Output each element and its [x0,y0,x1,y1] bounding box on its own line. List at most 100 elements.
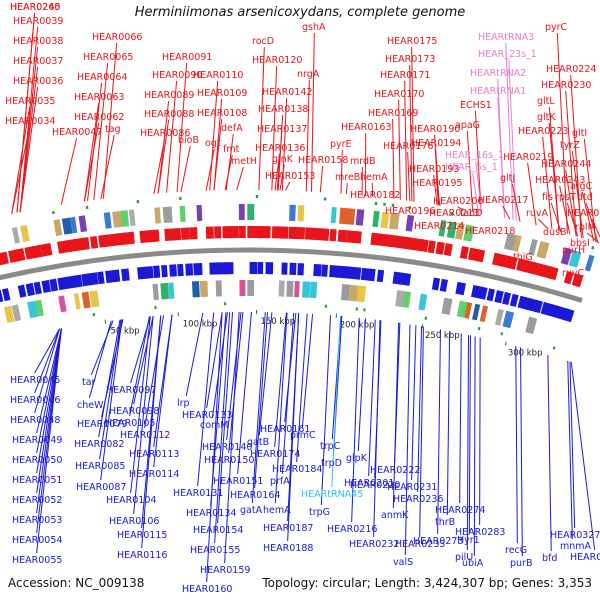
leader-line [276,134,283,191]
leader-line [258,46,265,191]
leader-line [285,181,291,191]
gene-label: HEAR0154 [193,525,243,536]
leader-line [34,328,61,414]
forward-gene-arrow [386,234,398,248]
cog-block [27,300,39,319]
leader-line [274,153,281,191]
cog-block [560,247,573,265]
reverse-gene-arrow [486,288,496,302]
leader-line [36,328,62,434]
gene-label: HEAR0090 [152,70,202,81]
gene-label: HEAR0105 [105,418,155,429]
leader-line [319,165,324,193]
leader-line [217,312,234,524]
cog-block [479,305,488,323]
gene-label: HEAR0201 [344,478,394,489]
rna-marker [85,205,89,210]
forward-gene-arrow [337,229,347,243]
leader-line [565,90,577,237]
gene-label: HEAR0137 [257,124,307,135]
cog-block [330,206,337,224]
reverse-gene-arrow [217,262,228,275]
leader-line [87,82,103,201]
gene-label: HEAR0193 [409,164,459,175]
reverse-gene-arrow [97,271,105,285]
cog-block [154,207,162,224]
leader-line [36,328,62,554]
rna-marker [477,326,481,331]
leader-line [176,62,188,193]
forward-gene-arrow [205,226,214,239]
gene-label: HEAR0140 [202,442,252,453]
leader-line [505,42,514,220]
rna-marker [154,305,157,310]
gene-label: HEAR0046 [10,395,60,406]
scale-tick-mark [504,341,507,346]
gene-label: purB [510,558,532,569]
leader-line [419,326,424,538]
reverse-gene-arrow [368,268,376,282]
reverse-gene-arrow [121,268,130,282]
rna-marker [224,302,227,306]
gene-label: HEAR0116 [117,550,167,561]
forward-gene-arrow [247,226,257,239]
gene-label: argC [570,181,593,192]
reverse-gene-arrow [360,267,371,281]
forward-gene-arrow [180,227,190,240]
gene-label: gatB [247,437,269,448]
gene-label: mreB [335,172,360,183]
reverse-gene-arrow [439,278,448,292]
gene-label: gatA [240,505,263,516]
leader-line [479,337,481,526]
cog-block [340,284,351,301]
genome-title: Herminiimonas arsenicoxydans, complete g… [134,5,466,20]
cog-block [247,280,255,297]
cog-block [103,212,112,229]
leader-line [468,335,471,534]
reverse-gene-arrow [392,271,403,285]
reverse-gene-arrow [137,266,148,280]
gene-label: HEAR0184 [272,464,322,475]
cog-block [438,219,447,237]
gene-label: HEAR0224 [546,64,596,75]
reverse-gene-arrow [563,308,575,323]
rna-marker [179,196,182,201]
gene-label: HEAR0035 [5,96,55,107]
leader-line [274,312,288,504]
cog-block [168,282,175,299]
gene-label: gltK [537,112,556,123]
cog-block [191,281,200,298]
leader-line [566,202,579,237]
forward-gene-arrow [122,231,135,245]
reverse-gene-arrow [455,281,466,296]
reverse-gene-arrow [41,279,52,294]
cog-block [73,293,81,310]
cog-block [380,211,390,229]
leader-line [209,80,219,191]
leader-line [133,316,154,515]
gene-label: HEAR0066 [92,32,142,43]
leader-line [466,130,474,212]
gene-label: prmC [290,430,316,441]
cog-block [70,216,78,234]
gene-label: HEAR0063 [74,92,124,103]
leader-line [404,80,408,201]
cog-block [112,210,123,228]
gene-label: gshA [302,22,326,33]
gene-label: HEAR0155 [190,545,240,556]
gene-label: HEAR0142 [262,87,312,98]
reverse-gene-arrow [33,281,42,295]
gene-label: HEAR0115 [117,530,167,541]
leader-line [571,150,584,239]
reverse-gene-arrow [25,282,36,297]
gene-label: HEAR0047 [52,127,102,138]
leader-line [436,188,441,206]
forward-gene-arrow [189,227,198,240]
gene-label: HEAR0133 [182,410,232,421]
gene-label: HEAR0113 [129,449,179,460]
leader-line [213,118,223,191]
cog-block [339,207,350,225]
leader-line [166,80,178,193]
gene-label: trpD [321,458,342,469]
